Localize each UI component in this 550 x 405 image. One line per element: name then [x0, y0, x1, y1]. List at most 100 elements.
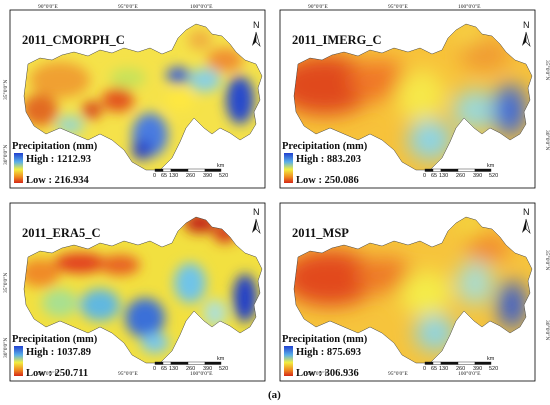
- scale-bar-segment: [424, 168, 434, 172]
- scale-tick-label: 520: [489, 366, 498, 372]
- north-arrow-icon: N: [522, 20, 531, 48]
- lon-label-95: 95°0'0"E: [118, 3, 138, 10]
- scale-bar-segment: [432, 361, 442, 365]
- lon-label-100: 100°0'0"E: [190, 370, 213, 377]
- north-label: N: [523, 207, 530, 217]
- lat-label-30: 30°0'0"N: [544, 130, 550, 150]
- lat-label-35: 35°0'0"N: [544, 250, 550, 270]
- scale-bar-segment: [162, 168, 172, 172]
- scale-tick-label: 0: [423, 173, 426, 179]
- north-arrow-icon: N: [252, 207, 261, 235]
- lon-label-90: 90°0'0"E: [38, 370, 58, 377]
- lon-label-100: 100°0'0"E: [190, 3, 213, 10]
- lat-label-30: 30°0'0"N: [544, 320, 550, 340]
- legend-low-label: Low : 306.936: [296, 368, 359, 379]
- figure-caption: (a): [268, 389, 281, 401]
- legend-high-label: High : 1212.93: [26, 154, 91, 165]
- map-panel-era5: 2011_ERA5_C: [9, 202, 266, 382]
- scale-tick-label: 130: [169, 366, 178, 372]
- region-outline: [23, 216, 263, 364]
- legend-title: Precipitation (mm): [282, 141, 368, 152]
- scale-bar-segment: [154, 361, 164, 365]
- scale-tick-label: 390: [473, 173, 482, 179]
- scale-bar-segment: [204, 168, 222, 172]
- map-panel-cmorph: 2011_CMORPH_C: [9, 9, 266, 189]
- lat-label-30: 30°0'0"N: [2, 145, 9, 165]
- scale-unit-label: km: [487, 356, 495, 362]
- panel-title: 2011_CMORPH_C: [22, 33, 125, 47]
- region-outline: [293, 23, 533, 171]
- legend-low-label: Low : 250.086: [296, 175, 359, 186]
- scale-bar-segment: [440, 168, 459, 172]
- scale-tick-label: 0: [423, 366, 426, 372]
- scale-bar-segment: [170, 361, 189, 365]
- panel-title: 2011_MSP: [292, 226, 349, 240]
- legend-color-ramp: [14, 153, 23, 183]
- scale-bar-segment: [170, 168, 189, 172]
- legend-low-label: Low : 250.711: [26, 368, 88, 379]
- scale-tick-label: 65: [161, 173, 167, 179]
- scale-tick-label: 130: [169, 173, 178, 179]
- scale-bar-segment: [154, 168, 164, 172]
- map-panel-msp: 2011_MSP: [279, 202, 536, 382]
- legend: Precipitation (mm) High : 1212.93 Low : …: [12, 141, 98, 186]
- legend: Precipitation (mm) High : 883.203 Low : …: [282, 141, 368, 186]
- legend-title: Precipitation (mm): [12, 334, 98, 345]
- map-panel-imerg: 2011_IMERG_C: [279, 9, 536, 189]
- scale-bar-segment: [440, 361, 459, 365]
- legend: Precipitation (mm) High : 875.693 Low : …: [282, 334, 368, 379]
- north-label: N: [523, 20, 530, 30]
- scale-tick-label: 390: [473, 366, 482, 372]
- scale-tick-label: 0: [153, 173, 156, 179]
- scale-tick-label: 65: [431, 173, 437, 179]
- scale-bar: 0 65 130 260 390 520 km: [153, 163, 228, 179]
- legend-high-label: High : 875.693: [296, 347, 361, 358]
- scale-tick-label: 65: [161, 366, 167, 372]
- scale-unit-label: km: [217, 356, 225, 362]
- north-arrow-icon: N: [252, 20, 261, 48]
- scale-tick-label: 65: [431, 366, 437, 372]
- scale-tick-label: 520: [489, 173, 498, 179]
- legend-title: Precipitation (mm): [12, 141, 98, 152]
- legend: Precipitation (mm) High : 1037.89 Low : …: [12, 334, 98, 379]
- north-arrow-icon: N: [522, 207, 531, 235]
- lon-label-95: 95°0'0"E: [388, 370, 408, 377]
- scale-bar-segment: [424, 361, 434, 365]
- lon-label-90: 90°0'0"E: [308, 370, 328, 377]
- scale-bar-segment: [204, 361, 222, 365]
- lat-label-30: 30°0'0"N: [2, 338, 9, 358]
- north-label: N: [253, 20, 260, 30]
- scale-bar-segment: [474, 361, 492, 365]
- scale-bar-segment: [457, 168, 476, 172]
- scale-bar-segment: [432, 168, 442, 172]
- scale-unit-label: km: [217, 163, 225, 169]
- scale-tick-label: 130: [439, 173, 448, 179]
- scale-bar-segment: [187, 361, 206, 365]
- scale-tick-label: 0: [153, 366, 156, 372]
- region-outline: [293, 216, 533, 364]
- scale-tick-label: 260: [186, 173, 195, 179]
- scale-tick-label: 390: [203, 366, 212, 372]
- scale-unit-label: km: [487, 163, 495, 169]
- legend-low-label: Low : 216.934: [26, 175, 89, 186]
- lat-label-35: 35°0'0"N: [544, 60, 550, 80]
- coordinate-labels: 90°0'0"E 95°0'0"E 100°0'0"E 90°0'0"E 95°…: [2, 3, 550, 377]
- legend-title: Precipitation (mm): [282, 334, 368, 345]
- scale-bar: 0 65 130 260 390 520 km: [423, 163, 498, 179]
- region-outline: [23, 23, 263, 171]
- lat-label-35: 35°0'0"N: [2, 273, 9, 293]
- scale-tick-label: 260: [456, 173, 465, 179]
- lon-label-95: 95°0'0"E: [388, 3, 408, 10]
- panel-title: 2011_IMERG_C: [292, 33, 382, 47]
- lon-label-100: 100°0'0"E: [458, 370, 481, 377]
- legend-color-ramp: [14, 346, 23, 376]
- scale-bar-segment: [474, 168, 492, 172]
- scale-tick-label: 390: [203, 173, 212, 179]
- scale-bar: 0 65 130 260 390 520 km: [153, 356, 228, 372]
- scale-tick-label: 260: [186, 366, 195, 372]
- lon-label-95: 95°0'0"E: [118, 370, 138, 377]
- scale-bar: 0 65 130 260 390 520 km: [423, 356, 498, 372]
- legend-color-ramp: [284, 346, 293, 376]
- lon-label-90: 90°0'0"E: [308, 3, 328, 10]
